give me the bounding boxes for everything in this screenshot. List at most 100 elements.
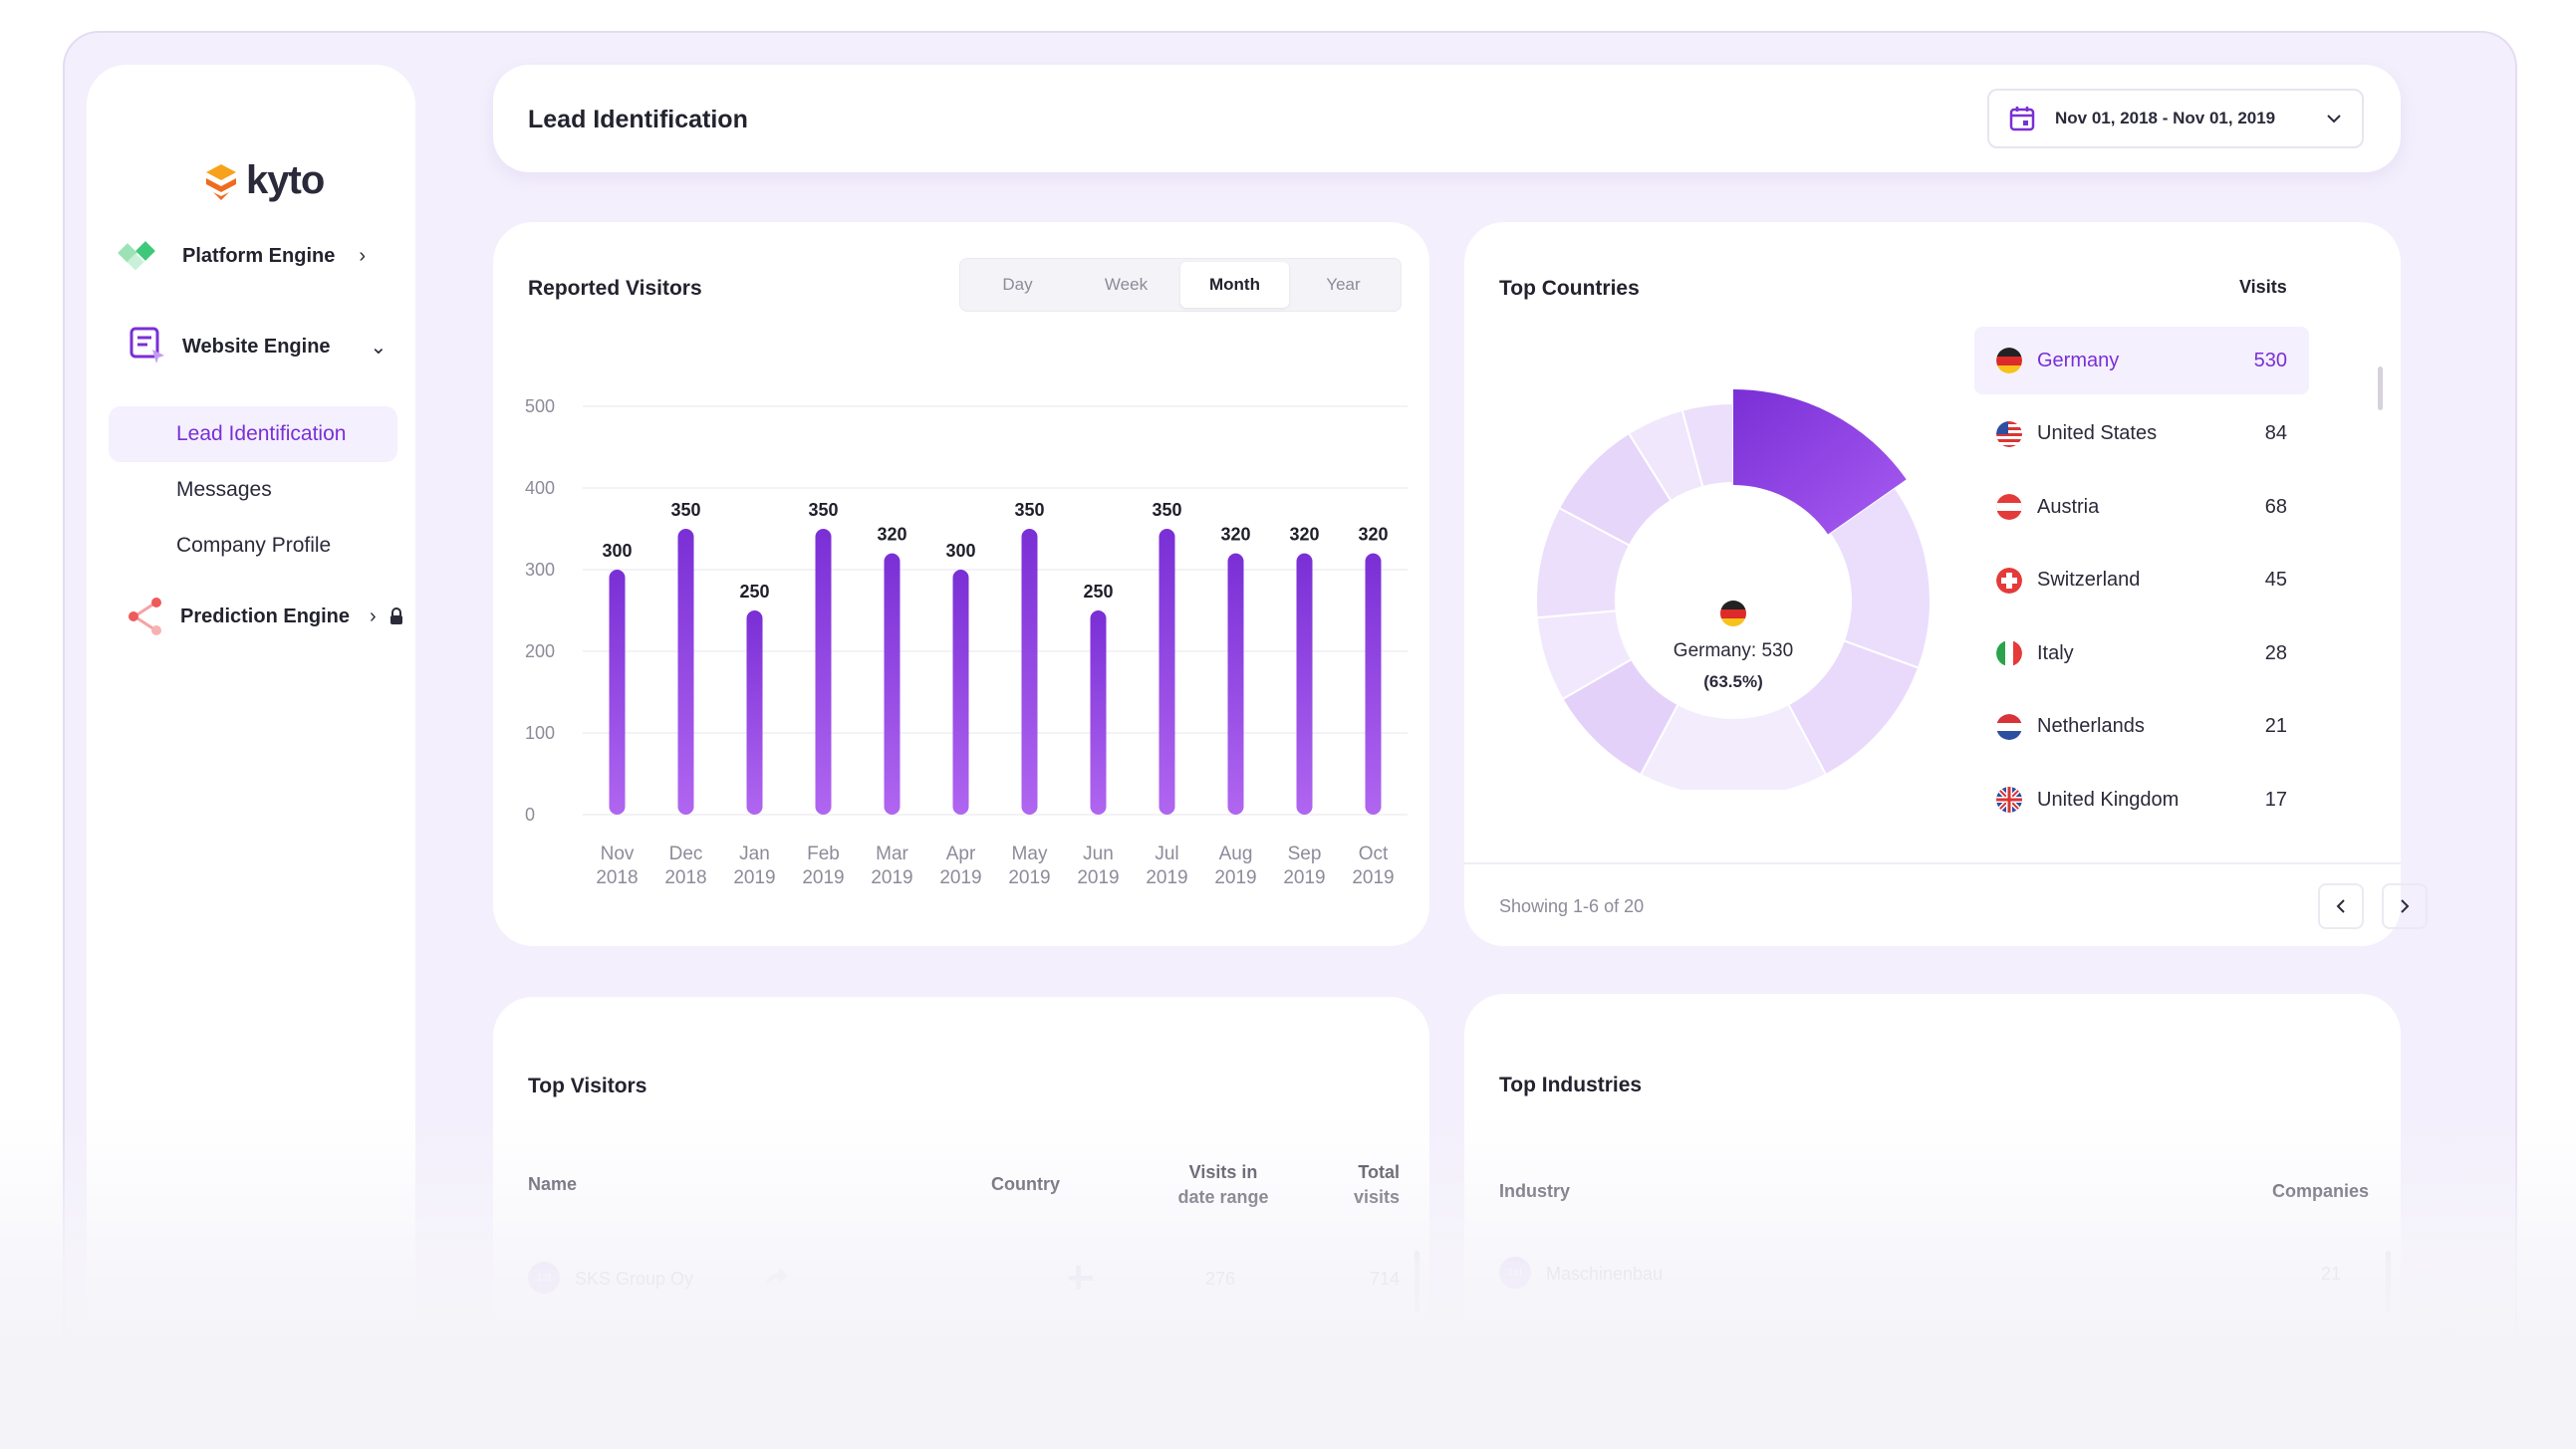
reported-visitors-bar-chart: 0 100 200 300 400 500 300 Nov 2018 350 Dec 2018 250 J… — [525, 396, 1408, 888]
bar-value-label: 300 — [945, 541, 975, 561]
country-row[interactable]: United States 84 — [1974, 400, 2309, 468]
country-row[interactable]: Germany 530 — [1974, 327, 2309, 394]
country-name: Germany — [2037, 349, 2120, 371]
industry-companies: 21 — [2320, 1264, 2341, 1284]
y-tick-label: 500 — [525, 396, 555, 416]
bar[interactable] — [952, 570, 969, 815]
sidebar-subitem-company-profile[interactable]: Company Profile — [109, 518, 397, 574]
bar[interactable] — [1365, 553, 1382, 815]
country-visits: 530 — [2253, 349, 2287, 371]
sidebar-item-prediction-engine[interactable]: Prediction Engine › — [125, 596, 404, 637]
bar[interactable] — [1296, 553, 1313, 815]
bar[interactable] — [884, 553, 901, 815]
bar[interactable] — [609, 570, 626, 815]
donut-highlight-label: Germany: 530 — [1673, 640, 1794, 661]
website-engine-icon — [129, 327, 164, 363]
x-tick-label: Jan — [739, 844, 770, 864]
country-row[interactable]: United Kingdom 17 — [1974, 766, 2309, 834]
sidebar-subitem-lead-identification[interactable]: Lead Identification — [109, 406, 397, 462]
page-title: Lead Identification — [528, 106, 748, 133]
chevron-right-icon: › — [370, 604, 377, 627]
bar-value-label: 350 — [1152, 500, 1181, 520]
divider — [1464, 862, 2401, 864]
y-tick-label: 0 — [525, 805, 535, 825]
country-row[interactable]: Netherlands 21 — [1974, 693, 2309, 761]
donut-center-label: Germany: 530 (63.5%) — [1634, 601, 1833, 692]
x-tick-label: 2018 — [664, 867, 706, 888]
flag-germany-icon — [1720, 601, 1746, 626]
flag-de-icon — [1996, 348, 2022, 373]
table-scrollbar[interactable] — [2386, 1251, 2391, 1313]
platform-engine-icon — [118, 241, 155, 271]
card-title: Top Industries — [1499, 1074, 1643, 1096]
visits-column-header: Visits — [2239, 277, 2287, 297]
bar[interactable] — [1227, 553, 1244, 815]
x-tick-label: 2019 — [802, 867, 844, 888]
x-tick-label: 2019 — [939, 867, 981, 888]
logo[interactable]: kyto — [204, 158, 325, 203]
industry-name: Maschinenbau — [1546, 1264, 1664, 1284]
header-bar: Lead Identification Nov 01, 2018 - Nov 0… — [493, 65, 2401, 172]
sidebar-subitem-messages[interactable]: Messages — [109, 462, 397, 518]
y-tick-label: 100 — [525, 723, 555, 743]
country-name: Netherlands — [2037, 715, 2145, 737]
bar[interactable] — [1159, 529, 1175, 815]
x-tick-label: Feb — [807, 844, 840, 864]
bar[interactable] — [1021, 529, 1038, 815]
segment-year[interactable]: Year — [1326, 275, 1361, 294]
bar-value-label: 320 — [1358, 525, 1388, 545]
segment-week[interactable]: Week — [1104, 275, 1149, 294]
bar-value-label: 350 — [670, 500, 700, 520]
column-header-name: Name — [528, 1174, 578, 1194]
column-header-total: Total visits — [1310, 1162, 1400, 1208]
y-tick-label: 400 — [525, 478, 555, 498]
column-header-companies: Companies — [2271, 1181, 2369, 1201]
bar[interactable] — [1090, 610, 1107, 815]
top-visitors-card: Top Visitors Name Country Visits in date… — [493, 997, 1429, 1445]
x-tick-label: 2019 — [1008, 867, 1050, 888]
previous-page-button[interactable] — [2318, 883, 2364, 929]
table-scrollbar[interactable] — [1415, 1251, 1419, 1313]
next-page-button[interactable] — [2382, 883, 2428, 929]
chevron-right-icon: › — [359, 244, 367, 267]
app-frame: kyto Platform Engine › Website Engine ⌄ … — [63, 31, 2517, 1445]
country-visits: 45 — [2264, 569, 2287, 591]
x-tick-label: Jul — [1155, 844, 1178, 864]
sidebar-item-website-engine[interactable]: Website Engine ⌄ — [129, 326, 386, 367]
date-range-text: Nov 01, 2018 - Nov 01, 2019 — [2055, 109, 2276, 127]
flag-it-icon — [1996, 640, 2022, 666]
sidebar-item-platform-engine[interactable]: Platform Engine › — [117, 236, 366, 276]
lock-icon — [389, 607, 402, 624]
x-tick-label: 2019 — [871, 867, 912, 888]
country-list-scrollbar[interactable] — [2378, 366, 2383, 410]
flag-gb-icon — [1996, 787, 2022, 813]
prediction-engine-icon — [129, 598, 161, 635]
bar-value-label: 300 — [602, 541, 632, 561]
x-tick-label: Jun — [1083, 844, 1114, 864]
flag-ch-icon — [1996, 567, 2022, 594]
donut-segment-highlight[interactable] — [1733, 389, 1907, 535]
country-visits: 84 — [2264, 422, 2287, 444]
share-icon[interactable] — [764, 1266, 790, 1288]
chevron-down-icon: ⌄ — [370, 336, 387, 359]
bar[interactable] — [677, 529, 694, 815]
column-header-line: Visits in — [1188, 1162, 1258, 1182]
x-tick-label: 2019 — [1283, 867, 1325, 888]
country-row[interactable]: Austria 68 — [1974, 473, 2309, 541]
bar-value-label: 320 — [877, 525, 906, 545]
bar[interactable] — [815, 529, 832, 815]
x-tick-label: 2019 — [1352, 867, 1394, 888]
chevron-down-icon — [2327, 115, 2341, 123]
sidebar-subitem-label: Lead Identification — [176, 422, 347, 445]
segment-day[interactable]: Day — [1002, 275, 1033, 294]
y-tick-label: 200 — [525, 641, 555, 661]
x-tick-label: 2019 — [733, 867, 775, 888]
bar[interactable] — [746, 610, 763, 815]
brand-name: kyto — [246, 158, 325, 202]
visitor-name: SKS Group Oy — [575, 1269, 694, 1289]
date-range-picker[interactable]: Nov 01, 2018 - Nov 01, 2019 — [1987, 89, 2364, 148]
segment-month[interactable]: Month — [1180, 262, 1289, 308]
sidebar-item-label: Website Engine — [182, 335, 331, 358]
country-row[interactable]: Switzerland 45 — [1974, 547, 2309, 614]
country-row[interactable]: Italy 28 — [1974, 619, 2309, 687]
